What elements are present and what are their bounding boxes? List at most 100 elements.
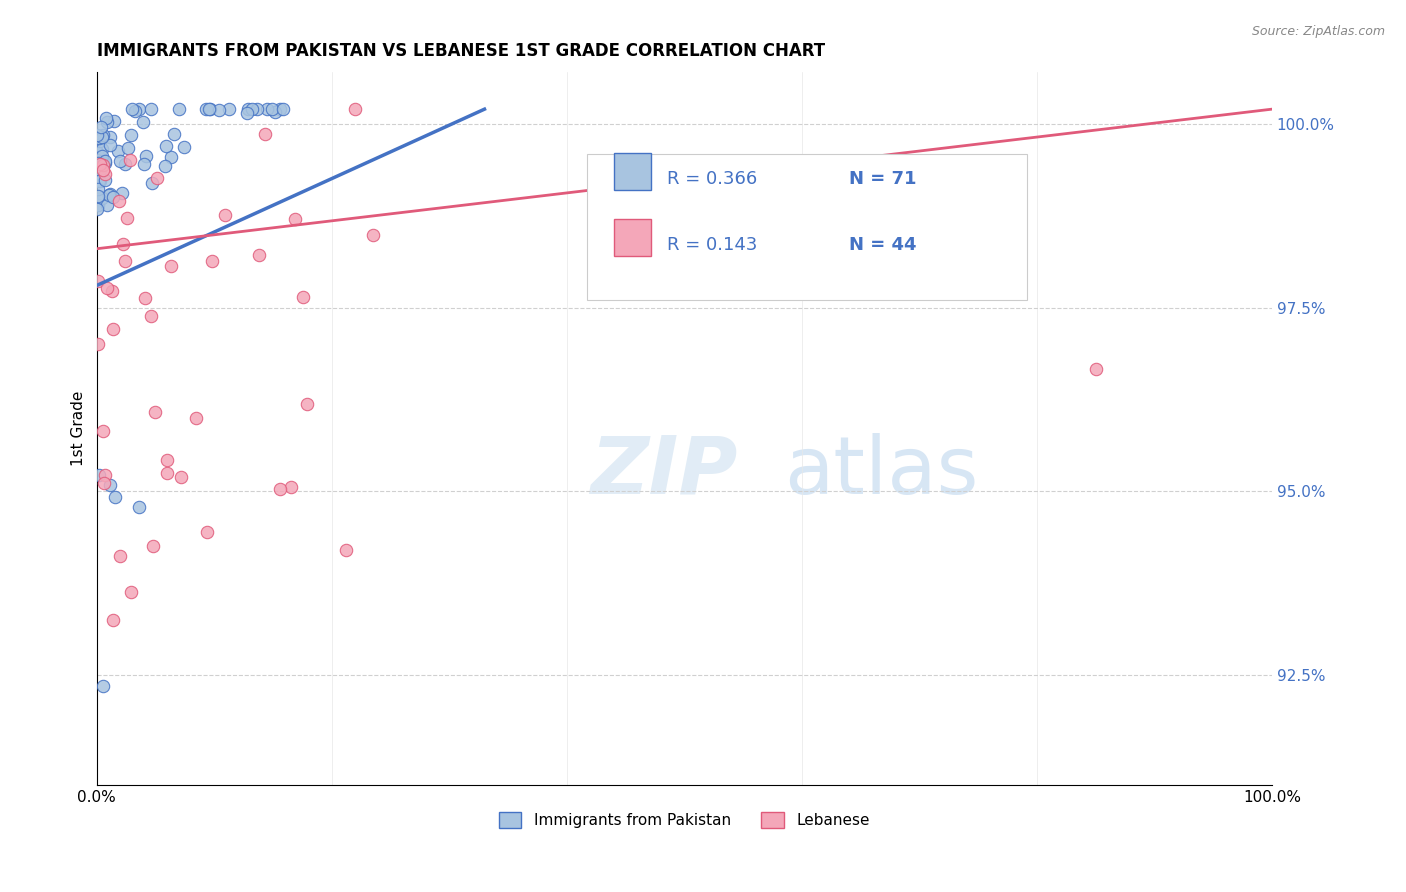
Point [128, 102, 150, 116]
Point [91, 128, 114, 143]
Point [117, 211, 139, 225]
Point [93, 156, 115, 170]
Y-axis label: 1st Grade: 1st Grade [72, 391, 86, 467]
Point [269, 102, 291, 116]
Point [90, 142, 112, 156]
Point [101, 614, 124, 628]
Point [167, 102, 190, 116]
Point [89, 172, 111, 186]
Point [214, 209, 236, 223]
Text: IMMIGRANTS FROM PAKISTAN VS LEBANESE 1ST GRADE CORRELATION CHART: IMMIGRANTS FROM PAKISTAN VS LEBANESE 1ST… [97, 42, 825, 60]
Text: N = 44: N = 44 [849, 236, 917, 254]
Point [89, 162, 111, 177]
Point [96, 281, 118, 295]
Point [91, 158, 114, 172]
Point [263, 105, 285, 120]
Point [124, 103, 146, 118]
Point [108, 549, 131, 564]
Point [186, 411, 208, 425]
Point [91, 163, 114, 178]
Point [87, 131, 110, 145]
Point [132, 114, 155, 128]
Point [156, 452, 179, 467]
Point [156, 466, 179, 480]
Point [101, 285, 124, 299]
Point [86, 145, 108, 160]
Point [89, 174, 111, 188]
Point [87, 468, 110, 483]
Point [163, 127, 186, 141]
Bar [614, 153, 651, 190]
Point [218, 102, 240, 116]
Point [269, 482, 291, 496]
Point [134, 157, 156, 171]
Point [104, 490, 127, 504]
Point [107, 194, 129, 208]
Point [170, 470, 193, 484]
Bar [614, 219, 651, 256]
Point [247, 248, 270, 262]
Point [271, 102, 294, 116]
Point [86, 197, 108, 211]
Point [195, 524, 218, 539]
FancyBboxPatch shape [586, 154, 1028, 301]
Text: R = 0.143: R = 0.143 [666, 236, 756, 254]
Point [207, 103, 229, 118]
Point [111, 237, 134, 252]
Point [256, 102, 278, 116]
Point [96, 197, 118, 211]
Point [253, 127, 276, 141]
Legend: Immigrants from Pakistan, Lebanese: Immigrants from Pakistan, Lebanese [492, 806, 876, 835]
Point [145, 405, 167, 419]
Point [283, 211, 305, 226]
Point [86, 128, 108, 142]
Point [87, 337, 110, 351]
Point [90, 130, 112, 145]
Point [87, 130, 110, 145]
Point [1084, 361, 1107, 376]
Point [295, 397, 318, 411]
Point [363, 227, 385, 242]
Point [198, 102, 221, 116]
Point [101, 322, 124, 336]
Point [141, 177, 163, 191]
Point [142, 539, 165, 553]
Point [108, 154, 131, 169]
Point [236, 105, 259, 120]
Point [160, 150, 183, 164]
Point [344, 102, 367, 116]
Point [87, 188, 110, 202]
Point [139, 309, 162, 323]
Point [245, 102, 267, 116]
Point [194, 102, 217, 116]
Point [335, 543, 357, 558]
Point [146, 171, 169, 186]
Point [121, 102, 143, 116]
Point [87, 182, 110, 196]
Point [98, 188, 121, 202]
Point [94, 153, 117, 168]
Point [101, 189, 124, 203]
Point [128, 500, 150, 514]
Point [103, 114, 125, 128]
Point [117, 141, 139, 155]
Point [107, 145, 129, 159]
Point [173, 140, 195, 154]
Point [198, 102, 221, 116]
Point [93, 467, 115, 482]
Point [260, 102, 283, 116]
Point [86, 202, 108, 216]
Point [90, 149, 112, 163]
Point [159, 259, 181, 273]
Point [120, 128, 142, 142]
Point [96, 115, 118, 129]
Point [240, 102, 263, 116]
Point [91, 679, 114, 693]
Text: N = 71: N = 71 [849, 170, 917, 188]
Point [280, 479, 302, 493]
Point [98, 477, 121, 491]
Point [120, 153, 142, 167]
Point [114, 156, 136, 170]
Point [114, 253, 136, 268]
Point [86, 274, 108, 288]
